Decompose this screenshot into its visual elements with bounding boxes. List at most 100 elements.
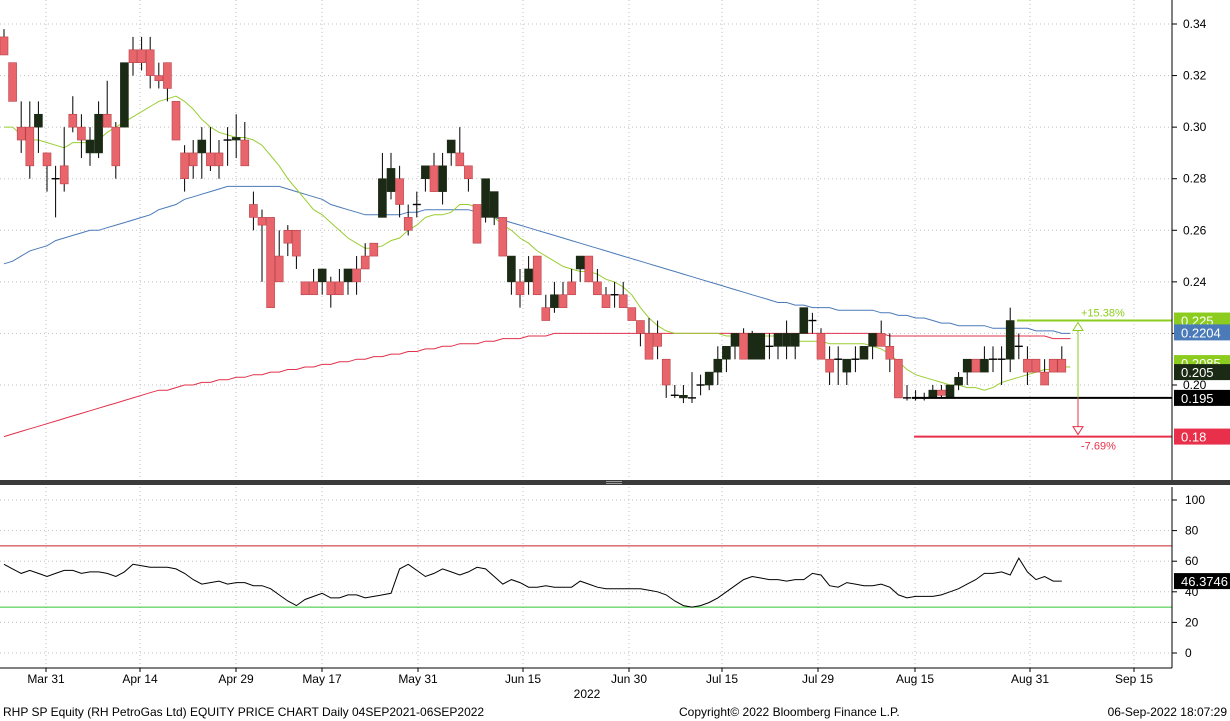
rsi-grid	[0, 487, 1172, 668]
candle	[575, 255, 585, 282]
candle	[51, 165, 60, 218]
candle	[945, 384, 955, 399]
candle-body-up	[34, 113, 43, 128]
candle	[980, 346, 989, 373]
price-tick-label: 0.32	[1183, 69, 1207, 83]
date-tick-label: Jul 29	[802, 672, 834, 686]
candle	[713, 346, 723, 385]
candle-body-up	[722, 346, 731, 360]
rsi-tick-label: 0	[1185, 646, 1192, 660]
ma-long-line	[3, 332, 1071, 438]
date-tick-label: Jun 15	[505, 672, 541, 686]
candle-body-down	[16, 126, 26, 141]
candle-body-down	[653, 333, 662, 347]
candle	[1014, 333, 1023, 360]
candle-body-down	[309, 281, 318, 296]
candle-body-down	[240, 139, 250, 167]
candle	[145, 36, 155, 89]
date-tick-label: Jul 15	[706, 672, 738, 686]
price-value-label-text: 0.18	[1181, 430, 1206, 445]
candle	[197, 127, 207, 179]
candle-body-down	[128, 49, 138, 63]
candle	[412, 191, 421, 218]
candle	[274, 230, 284, 283]
candle	[653, 320, 662, 360]
candle-body-down	[498, 217, 508, 257]
candle-body-down	[825, 358, 834, 373]
candle-body-up	[773, 333, 783, 347]
candle	[894, 358, 903, 399]
candle	[790, 333, 800, 360]
candle	[464, 165, 473, 192]
candle	[868, 333, 877, 360]
candle-body-down	[154, 75, 164, 82]
panel-divider[interactable]	[0, 480, 1230, 485]
candle-body-down	[137, 49, 146, 63]
candle	[360, 243, 370, 270]
date-tick-label: May 17	[302, 672, 342, 686]
candle	[627, 307, 637, 321]
price-tick-label: 0.20	[1183, 378, 1207, 392]
candle	[661, 358, 671, 398]
footer-timestamp: 06-Sep-2022 18:07:29	[1107, 705, 1227, 719]
price-tick-label: 0.30	[1183, 120, 1207, 134]
price-value-label-bg	[1174, 324, 1230, 341]
candle-body-down	[618, 294, 628, 308]
candle	[688, 372, 696, 404]
rsi-tick-label: 100	[1185, 493, 1205, 507]
candle	[421, 165, 430, 192]
candle	[765, 333, 774, 360]
panel-divider-bar	[0, 480, 1230, 485]
candle	[300, 281, 310, 296]
price-value-label: 0.2204	[1174, 324, 1230, 341]
price-value-label-text: 0.205	[1181, 365, 1214, 380]
candle-body-up	[713, 358, 723, 373]
candle-body-down	[472, 204, 482, 244]
candle	[42, 152, 52, 192]
candle-body-down	[42, 152, 52, 167]
date-tick-label: Aug 31	[1011, 672, 1049, 686]
candle-body-down	[145, 49, 155, 76]
candle	[257, 209, 267, 282]
candle	[128, 36, 138, 76]
candle	[154, 62, 164, 89]
candle	[1057, 346, 1067, 373]
candle	[567, 268, 576, 296]
rsi-value-label: 46.3746	[1181, 574, 1228, 589]
price-tick-label: 0.26	[1183, 223, 1207, 237]
candle	[403, 204, 413, 236]
candle	[137, 36, 146, 71]
candle	[962, 358, 972, 385]
candle	[283, 225, 293, 257]
candle-body-down	[1040, 371, 1049, 386]
candle	[472, 204, 482, 244]
candle-body-up	[438, 165, 447, 192]
candle-body-down	[403, 217, 413, 231]
candle-body-up	[489, 191, 499, 218]
candle-body-down	[593, 281, 602, 296]
candle	[618, 281, 628, 308]
candle-body-down	[627, 307, 637, 321]
candle-body-down	[111, 126, 121, 167]
candle-body-down	[601, 294, 611, 308]
candle-body-up	[421, 165, 430, 180]
footer-title: RHP SP Equity (RH PetroGas Ltd) EQUITY P…	[3, 705, 485, 719]
price-value-label: 0.205	[1174, 364, 1230, 381]
candle-body-up	[945, 384, 955, 399]
candle	[704, 371, 714, 391]
price-grid	[0, 0, 1172, 478]
candlesticks	[0, 29, 1067, 404]
candle-body-down	[464, 165, 473, 180]
candle	[1031, 358, 1041, 373]
downside-arrow-head	[1072, 426, 1084, 436]
candle-body-down	[77, 126, 86, 141]
candle-body-up	[704, 371, 714, 386]
rsi-tick-label: 60	[1185, 554, 1199, 568]
price-tick-label: 0.24	[1183, 275, 1207, 289]
candle-body-up	[799, 307, 809, 334]
candle	[782, 320, 791, 360]
date-axis: Mar 31 Apr 14 Apr 29 May 17 May 31 Jun 15 Jun …	[0, 667, 1172, 701]
candle	[842, 358, 852, 385]
candle-body-up	[317, 268, 327, 283]
